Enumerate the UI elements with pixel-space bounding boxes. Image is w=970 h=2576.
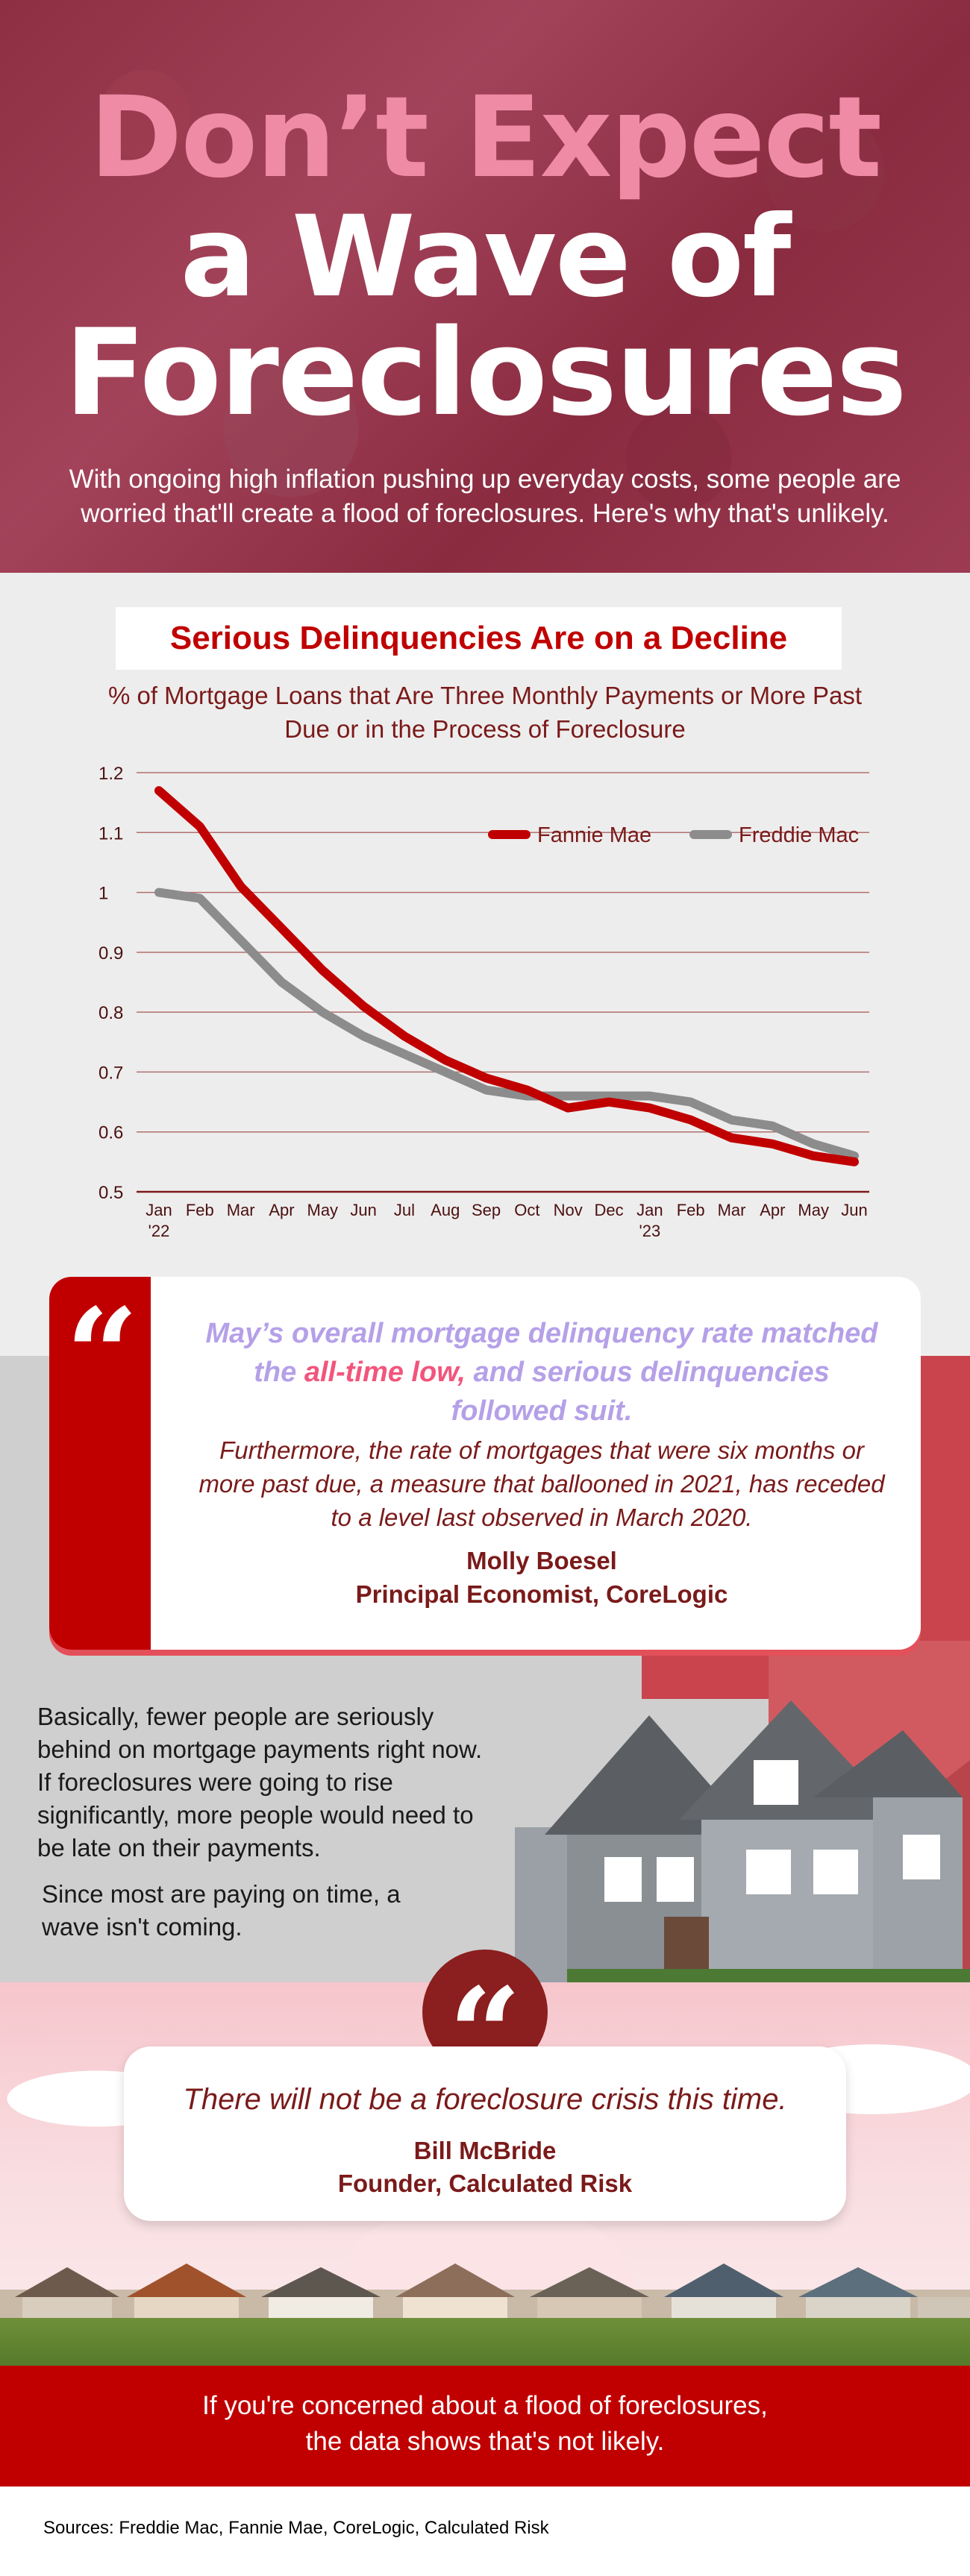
footer-line1: If you're concerned about a flood of for… bbox=[202, 2391, 768, 2420]
x-tick-label: Aug bbox=[431, 1201, 460, 1219]
x-tick-label: Mar bbox=[227, 1201, 255, 1219]
line-chart: 0.5 0.6 0.7 0.8 0.9 1 1.1 1.2 Jan '22 Feb Mar Apr May… bbox=[98, 764, 869, 1240]
hero-title-line3: Foreclosures bbox=[64, 303, 907, 442]
y-tick-label: 0.8 bbox=[98, 1003, 123, 1023]
quote2-attribution: Bill McBride Founder, Calculated Risk bbox=[124, 2134, 846, 2200]
chart-banner: Serious Delinquencies Are on a Decline bbox=[116, 607, 842, 670]
y-tick-label: 0.5 bbox=[98, 1183, 123, 1203]
quote-attribution: Molly Boesel Principal Economist, CoreLo… bbox=[191, 1544, 892, 1611]
x-tick-label: Mar bbox=[718, 1201, 746, 1219]
conclusion-paragraph: Since most are paying on time, a wave is… bbox=[42, 1880, 401, 1941]
house-illustration bbox=[515, 1700, 970, 1991]
y-tick-label: 0.7 bbox=[98, 1063, 123, 1083]
x-tick-label: Feb bbox=[677, 1201, 705, 1219]
x-tick-label: Jan bbox=[636, 1201, 663, 1219]
y-tick-label: 1.1 bbox=[98, 823, 123, 844]
quote-card-calculated-risk: There will not be a foreclosure crisis t… bbox=[124, 2046, 846, 2221]
x-tick-label: Jun bbox=[841, 1201, 867, 1219]
hero-subtitle: With ongoing high inflation pushing up e… bbox=[69, 465, 901, 528]
sources-citation: Sources: Freddie Mac, Fannie Mae, CoreLo… bbox=[43, 2518, 549, 2538]
x-tick-label: Jul bbox=[394, 1201, 415, 1219]
quote2-author-role: Founder, Calculated Risk bbox=[337, 2170, 633, 2197]
x-tick-label: May bbox=[798, 1201, 829, 1219]
chart-title: Serious Delinquencies Are on a Decline bbox=[169, 620, 788, 656]
quote-card-corelogic: “ May’s overall mortgage delinquency rat… bbox=[49, 1277, 921, 1650]
x-tick-label: '22 bbox=[148, 1222, 170, 1240]
quote-author-name: Molly Boesel bbox=[466, 1547, 617, 1574]
quote2-text: There will not be a foreclosure crisis t… bbox=[183, 2083, 787, 2116]
y-tick-label: 1.2 bbox=[98, 764, 123, 784]
legend-label: Freddie Mac bbox=[739, 823, 859, 847]
x-tick-label: Feb bbox=[186, 1201, 214, 1219]
chart-subtitle: % of Mortgage Loans that Are Three Month… bbox=[107, 682, 863, 743]
hero-title-line2: a Wave of bbox=[180, 192, 792, 322]
x-tick-label: Oct bbox=[514, 1201, 539, 1219]
quote-lead-highlight: all-time low, bbox=[304, 1357, 466, 1388]
explanation-paragraph: Basically, fewer people are seriously be… bbox=[37, 1703, 483, 1862]
x-tick-label: Apr bbox=[760, 1201, 785, 1219]
x-tick-label: Nov bbox=[554, 1201, 583, 1219]
footer-banner: If you're concerned about a flood of for… bbox=[0, 2366, 970, 2487]
legend-label: Fannie Mae bbox=[537, 823, 651, 847]
quote-author-role: Principal Economist, CoreLogic bbox=[355, 1580, 728, 1608]
x-tick-label: Jan bbox=[146, 1201, 172, 1219]
quote-lead: May’s overall mortgage delinquency rate … bbox=[198, 1314, 885, 1430]
quote2-author-name: Bill McBride bbox=[413, 2137, 557, 2164]
grass-strip bbox=[0, 2318, 970, 2366]
y-tick-label: 0.6 bbox=[98, 1123, 123, 1143]
quote-lead-before: May’s overall mortgage delinquency rate … bbox=[205, 1318, 878, 1388]
quote-bar: “ bbox=[49, 1277, 151, 1650]
series-line-freddie-mac bbox=[154, 888, 859, 1160]
chart-section: Serious Delinquencies Are on a Decline %… bbox=[0, 573, 970, 1356]
x-tick-label: May bbox=[307, 1201, 339, 1219]
quote-body: Furthermore, the rate of mortgages that … bbox=[198, 1436, 885, 1531]
quote-lead-after: and serious delinquencies followed suit. bbox=[451, 1357, 830, 1427]
y-tick-label: 1 bbox=[98, 884, 108, 904]
hero-title-line1: Don’t Expect bbox=[89, 73, 882, 203]
x-tick-label: Jun bbox=[350, 1201, 376, 1219]
x-tick-label: Dec bbox=[594, 1201, 623, 1219]
x-tick-label: Apr bbox=[269, 1201, 294, 1219]
x-tick-label: Sep bbox=[472, 1201, 501, 1219]
footer-line2: the data shows that's not likely. bbox=[305, 2427, 665, 2456]
hero-section: Don’t Expect a Wave of Foreclosures With… bbox=[0, 0, 970, 573]
footer-message: If you're concerned about a flood of for… bbox=[0, 2388, 970, 2460]
series-line-fannie-mae bbox=[154, 786, 859, 1166]
x-tick-label: '23 bbox=[639, 1222, 661, 1240]
quote-mark-icon: “ bbox=[66, 1281, 139, 1430]
y-tick-label: 0.9 bbox=[98, 943, 123, 964]
